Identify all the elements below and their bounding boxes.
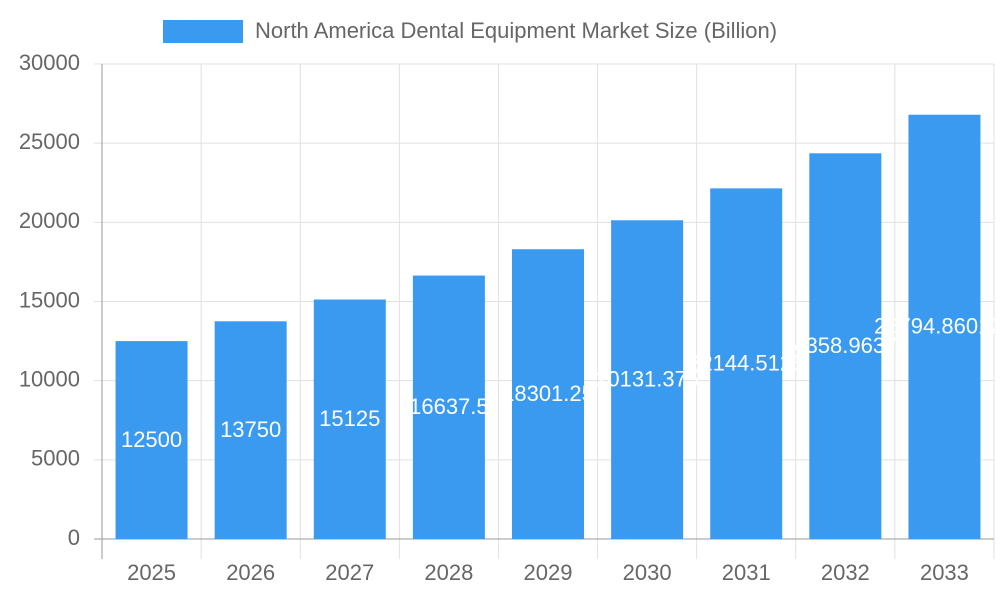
bar <box>611 220 684 539</box>
x-tick-label: 2028 <box>424 560 473 585</box>
bar <box>214 321 287 539</box>
data-label: 16637.5 <box>409 394 489 419</box>
x-tick-label: 2027 <box>325 560 374 585</box>
data-label: 12500 <box>121 427 182 452</box>
data-label: 22144.5125 <box>688 351 804 376</box>
data-label: 24358.96375 <box>781 333 909 358</box>
x-tick-label: 2029 <box>524 560 573 585</box>
data-label: 20131.375 <box>595 366 699 391</box>
bar <box>115 341 188 539</box>
bar <box>809 153 882 539</box>
y-tick-label: 10000 <box>19 366 80 391</box>
x-tick-label: 2026 <box>226 560 275 585</box>
x-tick-label: 2033 <box>920 560 969 585</box>
x-tick-label: 2025 <box>127 560 176 585</box>
legend-label: North America Dental Equipment Market Si… <box>255 18 777 43</box>
x-tick-label: 2032 <box>821 560 870 585</box>
y-tick-label: 20000 <box>19 208 80 233</box>
data-label: 26794.860125 <box>874 314 1000 339</box>
data-label: 18301.25 <box>502 381 594 406</box>
x-tick-label: 2031 <box>722 560 771 585</box>
bar <box>313 299 386 539</box>
x-tick-label: 2030 <box>623 560 672 585</box>
data-label: 15125 <box>319 406 380 431</box>
data-label: 13750 <box>220 417 281 442</box>
y-tick-label: 15000 <box>19 287 80 312</box>
bar <box>710 188 783 540</box>
y-tick-label: 0 <box>68 525 80 550</box>
y-tick-label: 5000 <box>31 446 80 471</box>
bar <box>412 275 485 539</box>
legend-swatch <box>163 20 243 43</box>
y-tick-label: 25000 <box>19 129 80 154</box>
bar <box>908 114 981 539</box>
bar <box>512 249 584 539</box>
y-tick-label: 30000 <box>19 50 80 75</box>
